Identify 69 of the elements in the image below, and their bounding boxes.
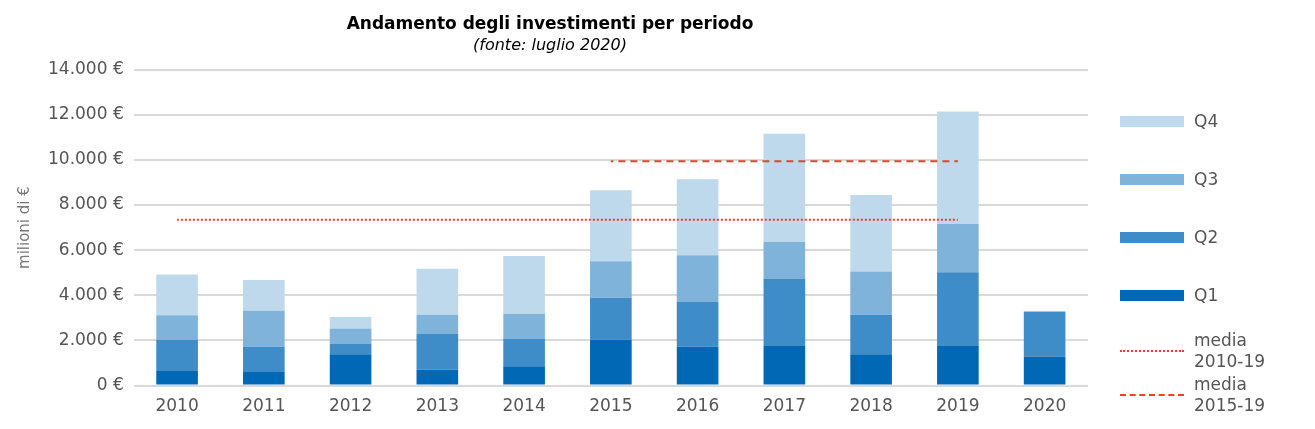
y-tick-label: 10.000 € [48,148,124,169]
bar [676,346,719,385]
x-tick-label: 2015 [589,395,633,416]
x-tick-label: 2013 [415,395,459,416]
x-tick-label: 2012 [328,395,373,416]
legend-label: Q1 [1194,285,1219,305]
y-tick-label: 14.000 € [48,58,124,79]
x-tick-label: 2019 [936,395,980,416]
x-tick-label: 2016 [675,395,720,416]
x-tick-label: 2010 [155,395,199,416]
bar [156,315,198,340]
bar [850,354,892,385]
bar [937,272,979,347]
bar [503,256,545,314]
bar [850,195,892,272]
bar [243,346,285,373]
bar [329,328,372,345]
bar [676,255,719,302]
legend-label: Q2 [1194,227,1219,247]
bar [763,133,806,242]
bar [243,279,285,311]
x-tick-label: 2014 [502,395,546,416]
bar [243,310,285,347]
y-tick-label: 12.000 € [48,103,124,124]
bar [329,344,372,355]
x-tick-label: 2011 [242,395,286,416]
legend-label: media 2015-19 [1194,374,1267,416]
bar [329,354,372,385]
bar [590,339,632,385]
y-axis-title: milioni di € [14,186,33,269]
bar [156,274,198,316]
bar [590,297,632,340]
bar [850,271,892,315]
bar [156,339,198,371]
bar [937,111,979,224]
bar [416,333,459,370]
bar [329,316,372,329]
x-tick-label: 2017 [762,395,806,416]
bar [156,370,198,385]
bar [590,190,632,262]
chart-subtitle: (fonte: luglio 2020) [473,35,627,55]
bar [937,223,979,273]
y-tick-label: 4.000 € [58,283,124,304]
bar [503,338,545,367]
bar [676,179,719,256]
bar [503,313,545,339]
bar [850,314,892,355]
bar [590,261,632,298]
bar [763,278,806,347]
legend-label: Q3 [1194,169,1219,189]
y-tick-label: 8.000 € [58,193,124,214]
chart-title: Andamento degli investimenti per periodo [346,12,754,33]
bar [243,372,285,385]
bar [1023,311,1066,357]
bar [416,314,459,334]
bar [937,346,979,385]
x-tick-label: 2018 [849,395,893,416]
legend-label: Q4 [1194,111,1219,131]
bar [416,268,459,315]
bar [763,241,806,279]
y-tick-label: 0 € [96,374,124,395]
bar [1023,356,1066,385]
y-tick-label: 2.000 € [58,328,124,349]
bar [676,301,719,347]
x-tick-label: 2020 [1022,395,1067,416]
bar [503,366,545,385]
bar [763,346,806,385]
bar [416,369,459,385]
y-tick-label: 6.000 € [58,238,124,259]
